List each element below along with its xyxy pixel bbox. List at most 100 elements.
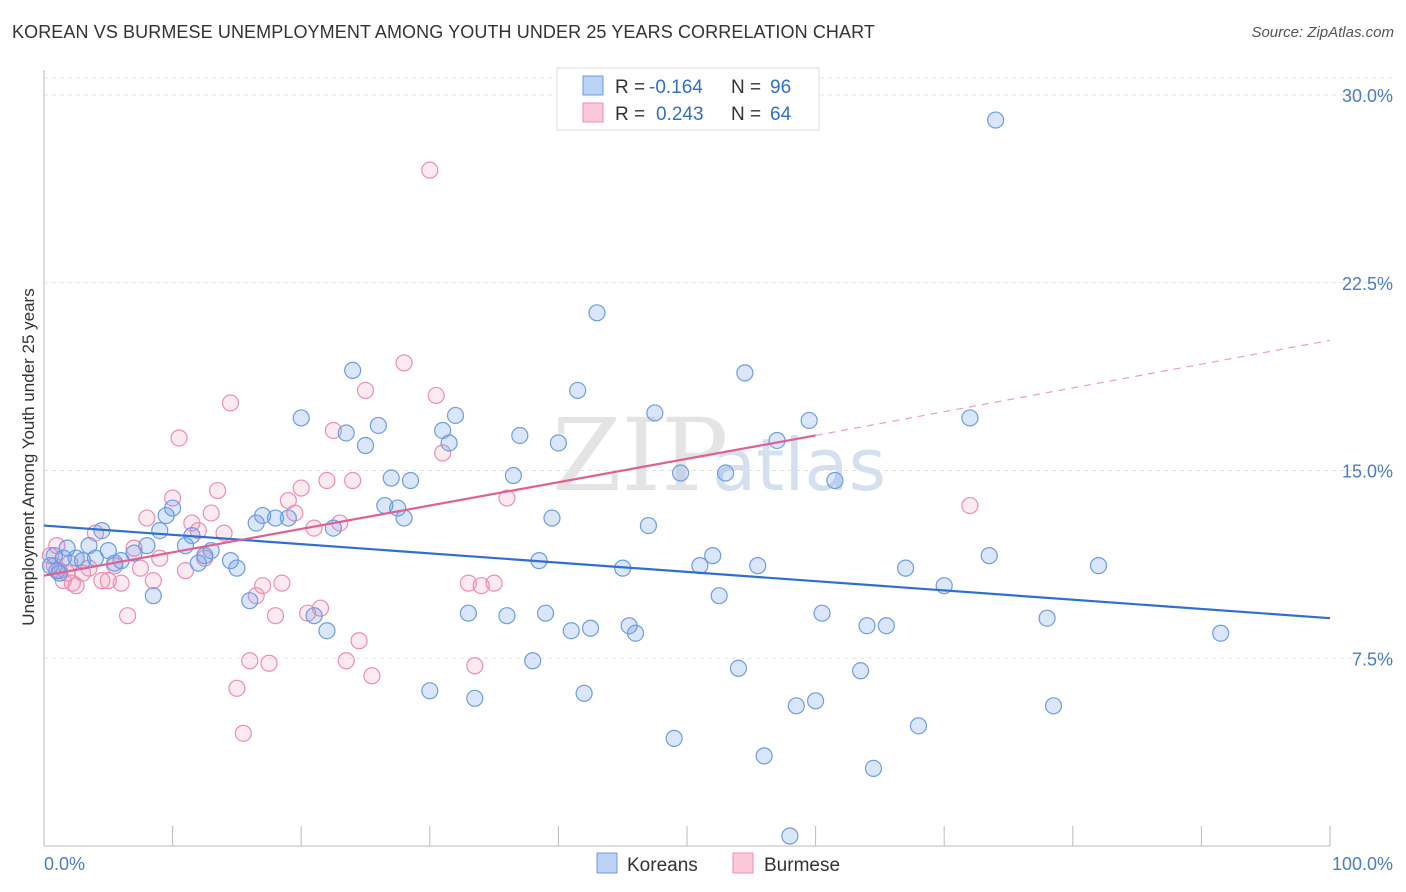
koreans-point-68 — [646, 404, 664, 422]
koreans-point-51 — [498, 607, 516, 625]
burmese-point-39 — [273, 574, 291, 592]
koreans-point-50 — [466, 689, 484, 707]
koreans-point-53 — [511, 426, 529, 445]
koreans-point-88 — [864, 759, 883, 778]
koreans-point-80 — [781, 827, 799, 845]
koreans-point-33 — [305, 607, 323, 625]
koreans-point-4 — [54, 549, 72, 567]
burmese-points — [41, 161, 979, 742]
y-tick-label-0: 7.5% — [1352, 649, 1393, 669]
legend-swatch-koreans — [582, 75, 604, 96]
koreans-point-32 — [292, 409, 310, 427]
koreans-point-47 — [440, 434, 458, 452]
koreans-point-67 — [639, 516, 658, 535]
koreans-point-84 — [813, 604, 831, 622]
burmese-point-54 — [395, 354, 413, 372]
bottom-legend-burmese: Burmese — [764, 855, 840, 876]
burmese-point-38 — [266, 607, 285, 625]
koreans-trend-line — [43, 524, 1331, 620]
y-tick-label-1: 15.0% — [1342, 462, 1393, 482]
koreans-point-14 — [125, 544, 143, 562]
burmese-point-22 — [164, 489, 182, 507]
burmese-point-61 — [485, 574, 503, 592]
legend-swatch-burmese — [582, 102, 604, 123]
koreans-point-15 — [138, 537, 156, 555]
koreans-point-44 — [401, 471, 420, 490]
y-tick-label-2: 22.5% — [1342, 274, 1393, 294]
burmese-point-23 — [170, 429, 188, 447]
legend-r-value-koreans: -0.164 — [649, 77, 703, 98]
burmese-point-57 — [434, 444, 452, 462]
burmese-point-16 — [118, 607, 137, 625]
koreans-point-27 — [241, 592, 259, 610]
koreans-point-93 — [961, 409, 979, 427]
koreans-point-58 — [549, 434, 568, 452]
koreans-point-78 — [755, 747, 773, 765]
burmese-point-12 — [93, 572, 111, 590]
koreans-point-90 — [897, 559, 915, 577]
burmese-point-59 — [466, 657, 484, 675]
koreans-point-86 — [852, 662, 870, 680]
y-tick-labels: 7.5% 15.0% 22.5% 30.0% — [1342, 86, 1393, 669]
koreans-point-91 — [909, 717, 928, 735]
koreans-point-82 — [800, 411, 818, 430]
x-tick-label-min: 0.0% — [44, 854, 85, 874]
koreans-point-89 — [877, 617, 895, 635]
koreans-point-57 — [543, 509, 561, 527]
koreans-point-48 — [446, 406, 465, 425]
koreans-point-45 — [421, 682, 439, 700]
bottom-legend-koreans: Koreans — [627, 855, 698, 876]
burmese-point-55 — [421, 161, 439, 179]
koreans-point-76 — [736, 364, 754, 382]
burmese-point-62 — [498, 489, 516, 507]
burmese-point-32 — [228, 679, 246, 697]
burmese-point-17 — [125, 539, 143, 557]
koreans-point-96 — [1044, 697, 1063, 715]
y-tick-label-3: 30.0% — [1342, 86, 1393, 106]
burmese-point-20 — [144, 572, 162, 590]
burmese-point-50 — [344, 471, 362, 490]
bottom-swatch-burmese — [732, 852, 754, 874]
burmese-point-28 — [202, 504, 220, 522]
burmese-point-47 — [324, 421, 342, 440]
burmese-point-63 — [961, 496, 979, 515]
burmese-point-34 — [241, 652, 259, 670]
koreans-point-63 — [588, 304, 606, 322]
burmese-point-18 — [131, 559, 150, 577]
burmese-point-60 — [472, 577, 490, 595]
koreans-point-70 — [671, 464, 690, 482]
koreans-point-60 — [569, 381, 587, 400]
chart-title: KOREAN VS BURMESE UNEMPLOYMENT AMONG YOU… — [12, 22, 876, 42]
burmese-point-42 — [292, 479, 310, 497]
burmese-point-58 — [459, 574, 477, 592]
koreans-point-52 — [504, 466, 522, 485]
koreans-point-95 — [1038, 609, 1056, 627]
legend-r-label-koreans: R = — [615, 77, 645, 98]
burmese-point-13 — [99, 572, 117, 590]
burmese-trend-line — [43, 434, 816, 577]
burmese-point-24 — [176, 562, 195, 580]
koreans-point-16 — [144, 587, 162, 605]
koreans-point-77 — [749, 557, 767, 575]
koreans-point-41 — [382, 469, 400, 487]
burmese-point-51 — [350, 632, 368, 650]
burmese-point-19 — [138, 509, 156, 527]
koreans-point-85 — [826, 471, 844, 490]
watermark-atlas: atlas — [712, 423, 886, 507]
koreans-point-39 — [369, 416, 387, 435]
series-legend: Koreans Burmese — [596, 852, 840, 876]
burmese-point-15 — [112, 574, 130, 592]
burmese-point-33 — [234, 724, 252, 742]
koreans-point-30 — [266, 509, 285, 527]
koreans-point-83 — [806, 692, 825, 710]
koreans-point-99 — [987, 111, 1005, 129]
trend-lines — [43, 339, 1331, 620]
koreans-point-73 — [710, 587, 728, 605]
koreans-point-74 — [716, 464, 735, 482]
koreans-point-43 — [395, 509, 413, 527]
koreans-point-36 — [337, 424, 355, 442]
koreans-point-17 — [151, 521, 169, 540]
koreans-point-87 — [858, 617, 876, 635]
koreans-point-34 — [318, 622, 336, 640]
burmese-point-56 — [427, 386, 445, 405]
